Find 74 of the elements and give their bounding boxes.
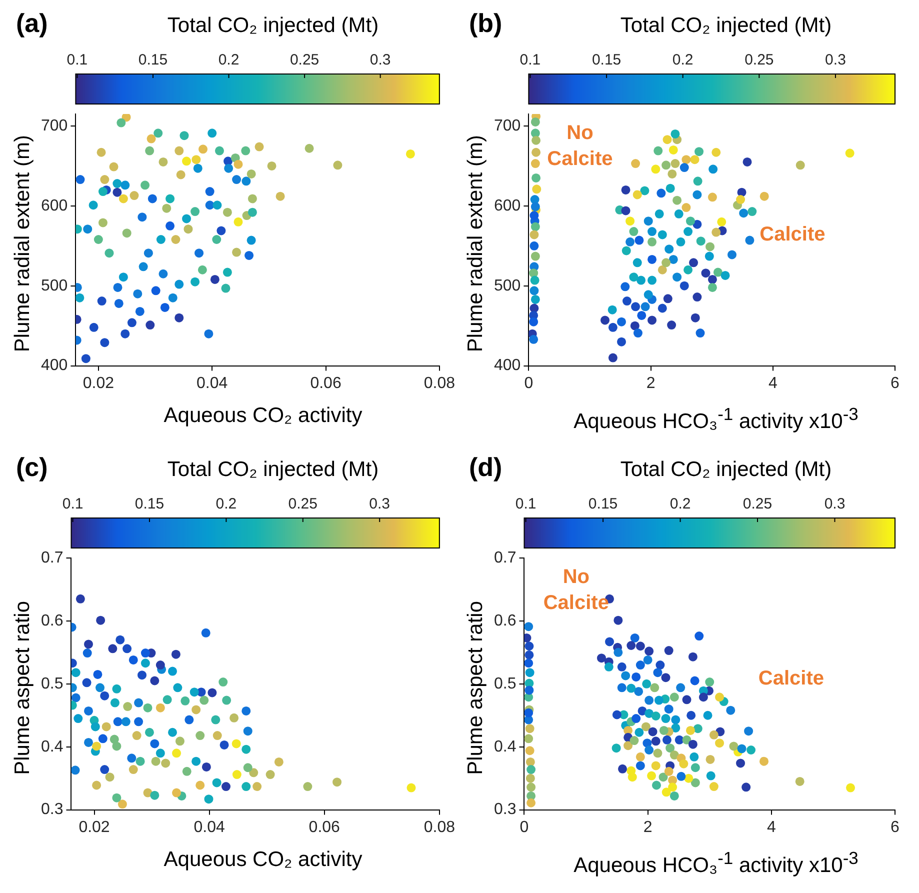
color-bar-label: 0.3	[369, 496, 390, 513]
color-bar-title: Total CO₂ injected (Mt)	[619, 14, 833, 38]
x-tick-label: 0.04	[196, 374, 228, 392]
x-tick-label: 0.02	[82, 374, 114, 392]
y-tick-label: 500	[40, 277, 68, 294]
y-tick-label: 700	[494, 117, 521, 134]
x-axis-title: Aqueous HCO₃$^{-1}$ activity x10$^{-3}$	[572, 404, 860, 434]
color-bar-label: 0.15	[588, 496, 618, 513]
y-tick-label: 400	[494, 357, 521, 374]
x-tick-label: 0.08	[424, 818, 456, 836]
x-axis-title: Aqueous CO₂ activity	[162, 848, 364, 872]
color-bar-title: Total CO₂ injected (Mt)	[619, 458, 833, 482]
x-tick-label: 0.08	[424, 374, 456, 392]
x-axis-title: Aqueous CO₂ activity	[162, 404, 364, 428]
color-bar-label: 0.25	[290, 52, 320, 69]
y-tick-label: 0.5	[494, 675, 516, 692]
text: (d)	[469, 452, 502, 483]
y-tick-label: 0.6	[40, 612, 64, 630]
annotation: Calcite	[758, 667, 824, 690]
color-bar-label: 0.25	[742, 496, 772, 513]
color-bar-label: 0.1	[515, 496, 536, 513]
color-bar-label: 0.15	[592, 52, 622, 69]
y-tick-label: 0.7	[40, 549, 64, 566]
y-tick-label: 700	[40, 117, 68, 134]
color-bar-label: 0.1	[66, 52, 88, 69]
y-tick-label: 0.3	[40, 801, 64, 818]
x-tick-label: 6	[890, 818, 900, 836]
text: (a)	[16, 8, 48, 39]
color-bar-title: Total CO₂ injected (Mt)	[166, 14, 380, 38]
y-tick-label: 0.5	[40, 675, 64, 692]
color-bar-label: 0.3	[370, 52, 391, 69]
x-tick-label: 4	[766, 818, 776, 836]
color-bar-label: 0.15	[138, 52, 168, 69]
x-tick-label: 0.02	[78, 818, 110, 836]
x-tick-label: 0.06	[308, 818, 340, 836]
y-tick-label: 600	[40, 197, 68, 214]
y-axis-title: Plume aspect ratio	[11, 601, 35, 775]
y-tick-label: 0.4	[494, 738, 516, 756]
color-bar-label: 0.1	[62, 496, 84, 513]
x-tick-label: 2	[643, 818, 652, 836]
x-tick-label: 0	[524, 374, 534, 392]
color-bar-label: 0.3	[825, 52, 846, 69]
y-tick-label: 400	[40, 357, 68, 374]
color-bar-label: 0.15	[134, 496, 164, 513]
color-bar-label: 0.3	[824, 496, 846, 513]
y-axis-title: Plume aspect ratio	[464, 601, 488, 775]
color-bar-label: 0.25	[288, 496, 318, 513]
y-tick-label: 0.6	[494, 612, 516, 630]
y-axis-title: Plume radial extent (m)	[464, 135, 488, 353]
color-bar-label: 0.2	[670, 496, 691, 513]
y-tick-label: 0.3	[494, 801, 516, 818]
x-tick-label: 0.04	[194, 818, 225, 836]
y-axis-title: Plume radial extent (m)	[11, 135, 35, 353]
color-bar-title: Total CO₂ injected (Mt)	[166, 458, 380, 482]
y-tick-label: 600	[494, 197, 521, 214]
text: (b)	[469, 8, 502, 39]
x-tick-label: 2	[646, 374, 656, 392]
color-bar-label: 0.2	[216, 496, 237, 513]
color-bar-label: 0.2	[672, 52, 694, 69]
x-tick-label: 4	[768, 374, 778, 392]
text: (c)	[16, 452, 48, 483]
x-axis-title: Aqueous HCO₃$^{-1}$ activity x10$^{-3}$	[572, 848, 860, 878]
annotation: No Calcite	[547, 122, 613, 170]
y-tick-label: 0.7	[494, 549, 516, 566]
y-tick-label: 0.4	[40, 738, 64, 756]
color-bar-label: 0.1	[520, 52, 541, 69]
annotation: No Calcite	[543, 566, 609, 614]
x-tick-label: 0.06	[310, 374, 342, 392]
x-tick-label: 0	[520, 818, 529, 836]
color-bar-label: 0.2	[218, 52, 240, 69]
annotation: Calcite	[760, 223, 826, 246]
x-tick-label: 6	[890, 374, 900, 392]
y-tick-label: 500	[494, 277, 521, 294]
color-bar-label: 0.25	[744, 52, 774, 69]
